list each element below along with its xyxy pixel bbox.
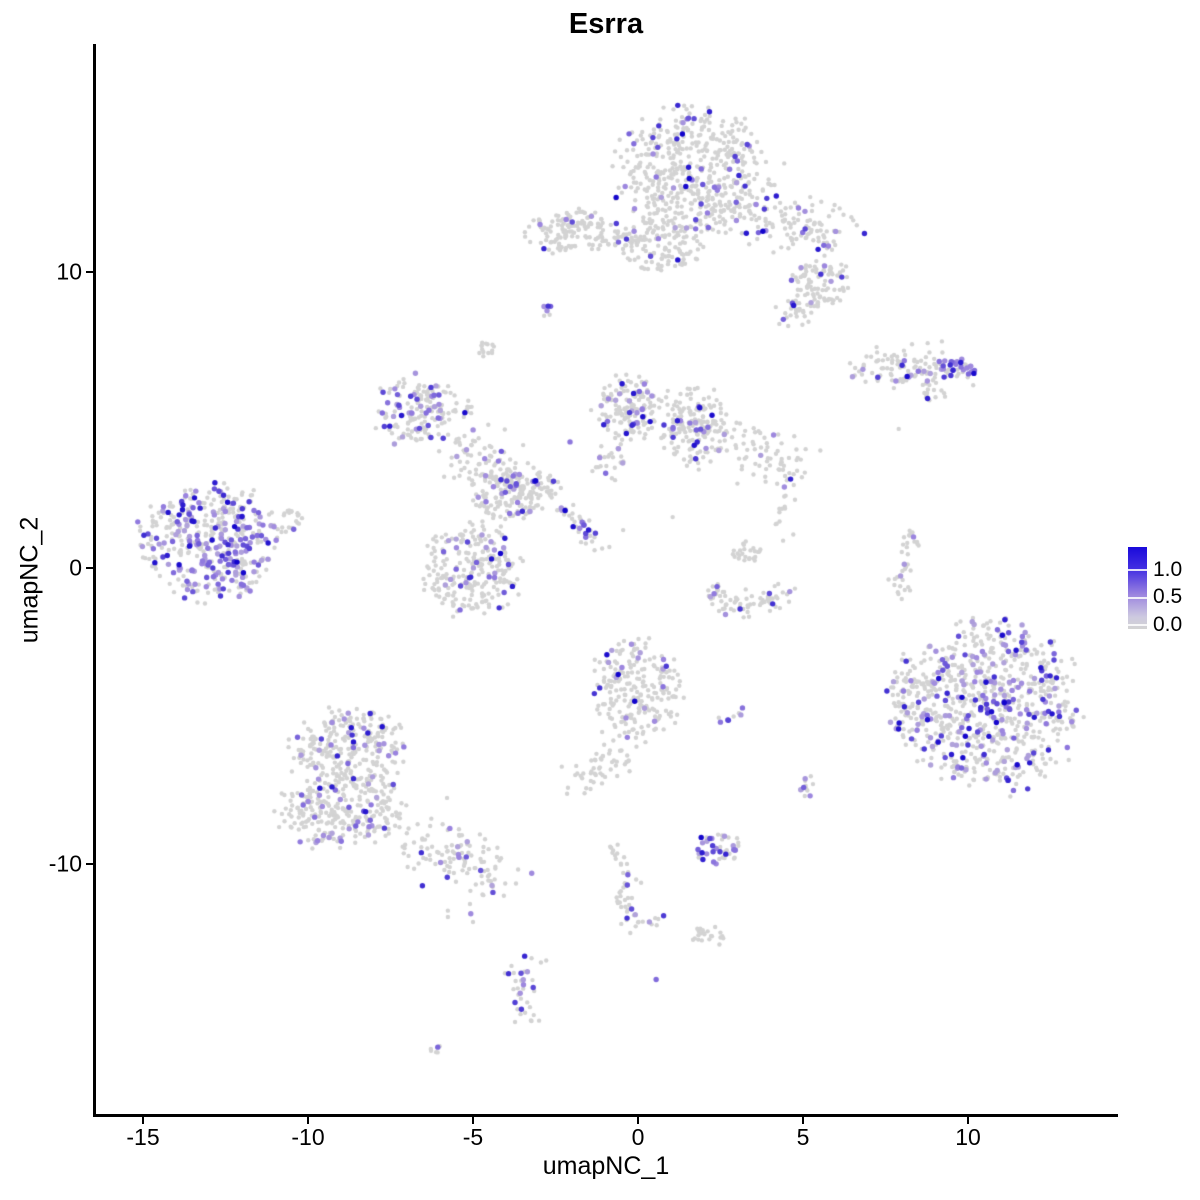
legend-gradient-bar (1128, 547, 1147, 629)
y-tick-mark (86, 567, 94, 569)
y-tick-label: 10 (56, 258, 82, 285)
x-tick-label: -15 (126, 1124, 160, 1150)
plot-title: Esrra (568, 8, 644, 40)
x-tick-mark (307, 1116, 309, 1124)
x-tick-mark (967, 1116, 969, 1124)
x-tick-mark (637, 1116, 639, 1124)
x-tick-label: 10 (955, 1124, 981, 1150)
legend-label-mid: 0.5 (1153, 585, 1183, 608)
y-tick-label: 0 (69, 554, 82, 581)
legend-label-low: 0.0 (1153, 613, 1183, 636)
x-tick-label: -5 (462, 1124, 484, 1150)
legend-tick (1128, 624, 1147, 626)
x-tick-label: 0 (631, 1124, 645, 1150)
x-axis-line (93, 1114, 1118, 1117)
x-tick-mark (472, 1116, 474, 1124)
legend-tick (1128, 569, 1147, 571)
x-tick-label: -10 (291, 1124, 325, 1150)
legend-label-high: 1.0 (1153, 558, 1183, 581)
y-axis-title: umapNC_2 (15, 516, 44, 644)
legend-tick (1128, 597, 1147, 599)
x-axis-title: umapNC_1 (542, 1152, 670, 1180)
y-tick-label: -10 (48, 850, 82, 877)
x-tick-mark (142, 1116, 144, 1124)
x-tick-label: 5 (796, 1124, 810, 1150)
x-tick-mark (802, 1116, 804, 1124)
y-tick-mark (86, 863, 94, 865)
y-tick-mark (86, 271, 94, 273)
y-axis-line (93, 44, 96, 1117)
